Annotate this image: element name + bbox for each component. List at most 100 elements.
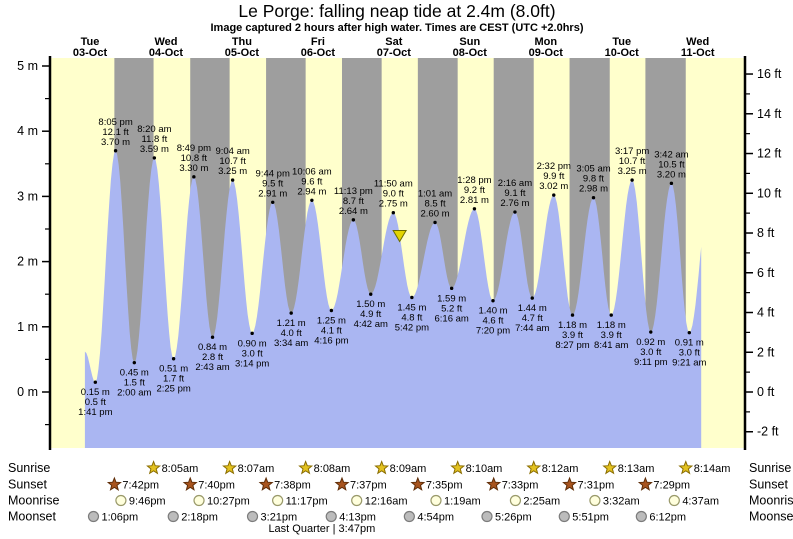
tide-event-dot — [132, 360, 137, 365]
moonset-icon — [635, 510, 647, 523]
high-tide-label: 11:13 pm — [334, 186, 373, 197]
moonset-icon — [403, 510, 415, 523]
moonset-time: 3:21pm — [261, 512, 298, 524]
high-tide-label: 9:44 pm — [256, 168, 290, 179]
tide-event-dot — [649, 330, 653, 334]
moonrise-time: 9:46pm — [129, 496, 166, 508]
low-tide-label: 0.51 m — [159, 364, 188, 375]
moonrise-icon — [430, 494, 442, 507]
low-tide-label: 3.0 ft — [640, 347, 661, 358]
low-tide-label: 1.5 ft — [124, 378, 145, 389]
sunset-time: 7:38pm — [274, 480, 311, 492]
moonset-icon — [481, 510, 493, 523]
high-tide-label: 10.5 ft — [658, 159, 685, 170]
tick-label-ft: 8 ft — [757, 226, 775, 240]
high-tide-label: 9:04 am — [215, 146, 249, 157]
tide-event-dot — [152, 156, 157, 160]
day-name-label: Wed — [686, 36, 709, 48]
moonrise-icon — [351, 494, 363, 507]
moonset-icon — [87, 510, 100, 523]
moonrise-time: 11:17pm — [286, 496, 328, 508]
sunset-time: 7:37pm — [350, 480, 387, 492]
day-date-label: 11-Oct — [681, 47, 715, 59]
low-tide-label: 1.21 m — [277, 318, 306, 329]
moonset-icon — [558, 510, 570, 523]
page-subtitle: Image captured 2 hours after high water.… — [211, 22, 584, 34]
moon-phase-label: Last Quarter | 3:47pm — [268, 523, 375, 535]
high-tide-label: 9.2 ft — [464, 185, 485, 196]
tick-label-m: 2 m — [17, 255, 38, 269]
low-tide-label: 2:00 am — [117, 388, 151, 399]
low-tide-label: 3:14 pm — [235, 358, 269, 369]
high-tide-label: 11:50 am — [374, 179, 413, 190]
moonrise-time: 4:37am — [682, 496, 719, 508]
high-tide-label: 3.25 m — [618, 166, 647, 177]
moonset-time: 4:54pm — [417, 512, 454, 524]
high-tide-label: 3:42 am — [654, 149, 688, 160]
low-tide-label: 4:16 pm — [314, 336, 348, 347]
high-tide-label: 3.59 m — [140, 144, 169, 155]
moonrise-icon — [509, 494, 522, 507]
low-tide-label: 3.9 ft — [562, 330, 583, 341]
low-tide-label: 0.92 m — [636, 337, 665, 348]
tide-event-dot — [472, 207, 477, 211]
tide-event-dot — [192, 175, 196, 179]
tide-event-dot — [570, 313, 575, 317]
high-tide-label: 2:32 pm — [537, 161, 571, 172]
high-tide-label: 12.1 ft — [102, 127, 129, 138]
sunrise-icon — [678, 460, 694, 475]
tide-event-dot — [369, 292, 373, 296]
low-tide-label: 3.0 ft — [242, 348, 263, 359]
low-tide-label: 4.1 ft — [321, 326, 342, 337]
low-tide-label: 0.5 ft — [85, 397, 106, 408]
row-label-right: Sunrise — [749, 461, 791, 475]
moonrise-icon — [589, 494, 601, 507]
tick-label-ft: 4 ft — [757, 306, 775, 320]
high-tide-label: 10.8 ft — [181, 153, 208, 164]
day-date-label: 05-Oct — [225, 47, 260, 59]
high-tide-label: 10.7 ft — [219, 156, 246, 167]
day-date-label: 08-Oct — [453, 47, 488, 59]
moonrise-time: 2:25am — [523, 496, 560, 508]
moonset-icon — [167, 510, 179, 523]
high-tide-label: 3.25 m — [218, 166, 247, 177]
day-date-label: 10-Oct — [605, 47, 640, 59]
low-tide-label: 1:41 pm — [78, 407, 112, 418]
tide-event-dot — [93, 380, 98, 384]
tide-event-dot — [210, 335, 215, 339]
low-tide-label: 2.8 ft — [202, 352, 223, 363]
moonset-time: 5:51pm — [572, 512, 609, 524]
low-tide-label: 9:11 pm — [634, 357, 668, 368]
tick-label-m: 5 m — [17, 59, 38, 73]
high-tide-label: 3.02 m — [539, 181, 568, 192]
tick-label-m: 1 m — [17, 320, 38, 334]
day-date-label: 06-Oct — [301, 47, 336, 59]
tick-label-m: 0 m — [17, 385, 38, 399]
tide-event-dot — [329, 308, 334, 313]
high-tide-label: 9.8 ft — [583, 174, 604, 185]
low-tide-label: 4:42 am — [354, 319, 388, 330]
sunset-icon — [562, 476, 577, 491]
sunrise-icon — [526, 460, 542, 475]
low-tide-label: 1.40 m — [478, 306, 507, 317]
tick-label-m: 3 m — [17, 189, 38, 203]
sunrise-icon — [374, 460, 390, 475]
tide-event-dot — [530, 296, 534, 300]
row-label-left: Moonset — [8, 510, 56, 524]
tide-event-dot — [449, 286, 454, 291]
low-tide-label: 9:21 am — [672, 358, 706, 369]
high-tide-label: 10:06 am — [292, 166, 332, 177]
high-tide-label: 8:49 pm — [177, 143, 211, 154]
low-tide-label: 3.0 ft — [679, 348, 700, 359]
low-tide-label: 1.59 m — [437, 293, 466, 304]
tide-curve-area — [84, 150, 702, 449]
tide-event-dot — [230, 178, 235, 182]
tide-event-dot — [552, 193, 556, 197]
row-label-right: Moonset — [749, 510, 793, 524]
day-name-label: Tue — [81, 36, 100, 48]
low-tide-label: 5:42 pm — [395, 322, 429, 333]
sunset-icon — [410, 476, 426, 491]
sunrise-time: 8:12am — [542, 463, 579, 475]
day-name-label: Thu — [232, 36, 252, 48]
